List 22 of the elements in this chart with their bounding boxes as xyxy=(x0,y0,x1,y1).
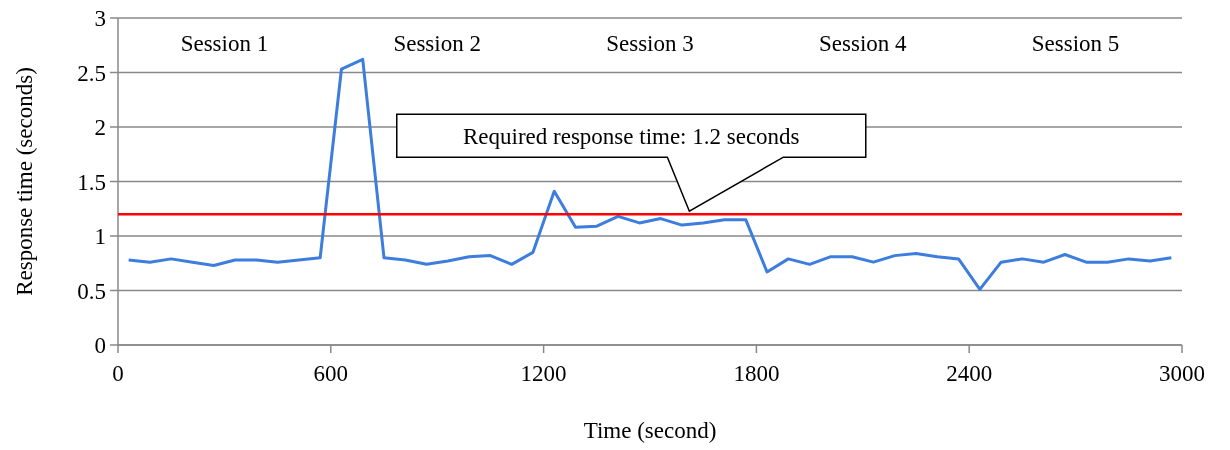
line-series xyxy=(127,57,1173,291)
x-tick-label: 600 xyxy=(313,361,349,386)
y-tick-label: 1 xyxy=(94,224,106,249)
x-tick-label: 0 xyxy=(112,361,124,386)
y-tick-label: 0 xyxy=(94,333,106,358)
y-tick-label: 3 xyxy=(94,6,106,31)
annotation: Session 3 xyxy=(606,31,694,56)
x-tick-label: 1200 xyxy=(520,361,567,386)
y-tick-label: 2 xyxy=(94,115,106,140)
annotation: Session 4 xyxy=(819,31,908,56)
y-tick-label: 1.5 xyxy=(77,169,106,195)
x-tick-label: 1800 xyxy=(733,361,780,386)
y-tick-label: 2.5 xyxy=(77,60,106,86)
annotation: Session 1 xyxy=(180,31,269,56)
x-axis-title: Time (second) xyxy=(583,418,717,443)
x-tick-label: 3000 xyxy=(1159,361,1205,386)
x-tick-label: 2400 xyxy=(946,361,993,386)
y-axis-title: Response time (seconds) xyxy=(12,67,37,296)
annotation: Session 5 xyxy=(1031,31,1120,56)
annotation: Session 2 xyxy=(393,31,481,56)
y-tick-label: 0.5 xyxy=(77,278,106,304)
ref-line-label: Required response time: 1.2 seconds xyxy=(462,123,800,149)
